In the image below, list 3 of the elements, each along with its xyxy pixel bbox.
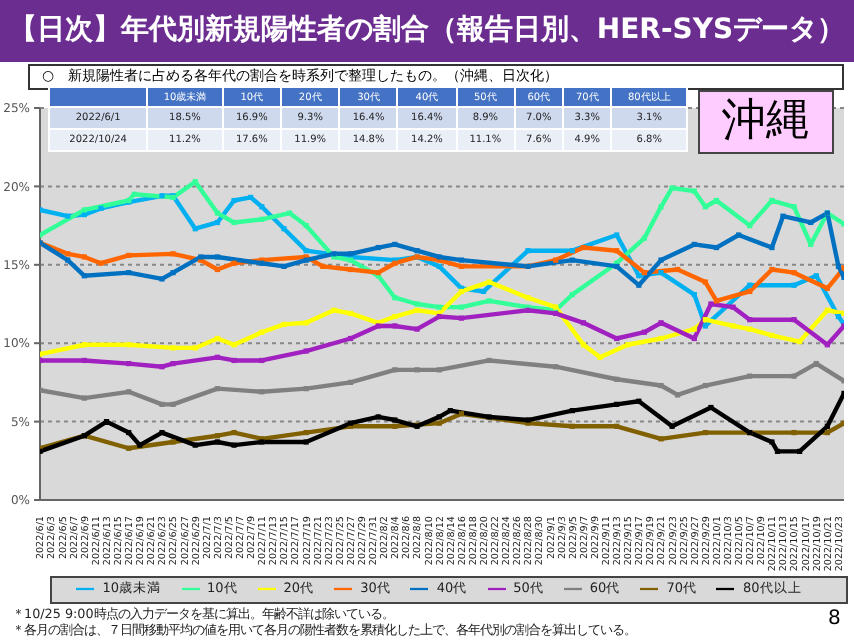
chart-title: 【日次】年代別新規陽性者の割合（報告日別、HER-SYSデータ）: [0, 0, 854, 62]
text: 8: [828, 608, 841, 630]
annotation: 沖縄: [698, 90, 834, 154]
